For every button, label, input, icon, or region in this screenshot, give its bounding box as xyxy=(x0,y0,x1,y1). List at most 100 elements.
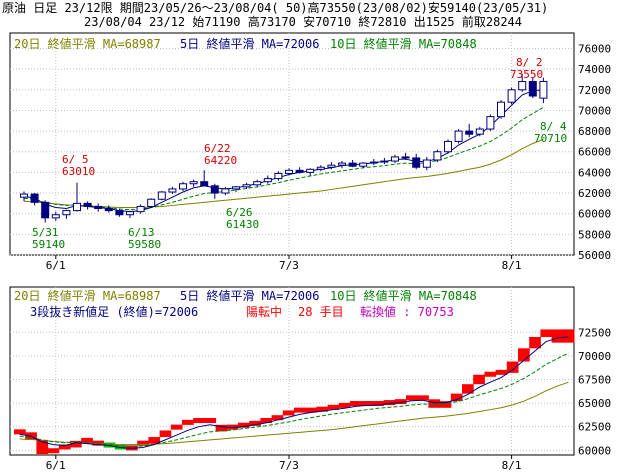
kagi-switch: 転換値 : 70753 xyxy=(360,304,454,319)
kagi-bar-up xyxy=(58,444,71,450)
candle-body xyxy=(295,169,304,173)
candle-body xyxy=(285,169,293,174)
kagi-bar-up xyxy=(36,439,49,455)
kagi-bar-up xyxy=(484,371,497,377)
candle-body xyxy=(306,168,315,173)
annotation-date: 6/22 xyxy=(204,142,231,155)
lower-ma-line xyxy=(19,381,569,446)
kagi-method: 3段抜き新値足 (終値)=72006 xyxy=(30,304,198,319)
candle-body xyxy=(242,184,251,188)
kagi-bar-up xyxy=(406,395,418,401)
kagi-bar-down xyxy=(114,444,127,450)
legend-ma20-lower: 20日 終値平滑 MA=68987 xyxy=(14,288,161,303)
kagi-bar-up xyxy=(361,401,373,407)
header-line-1: 原油 日足 23/12限 期間23/05/26～23/08/04( 50)高73… xyxy=(2,1,549,15)
kagi-bar-up xyxy=(394,399,407,405)
kagi-bar-up xyxy=(338,402,351,408)
kagi-bar-up xyxy=(249,420,261,426)
candle-body xyxy=(518,81,527,91)
upper-y-tick: 56000 xyxy=(578,249,611,262)
candle-body xyxy=(210,185,219,194)
candle-body xyxy=(115,210,124,216)
kagi-bar-up xyxy=(439,401,452,408)
kagi-bar-up xyxy=(428,399,441,408)
candle-body xyxy=(528,81,537,97)
kagi-bar-up xyxy=(137,440,149,446)
candle-body xyxy=(507,89,516,103)
kagi-bar-up xyxy=(81,437,93,443)
kagi-bar-up xyxy=(383,400,396,406)
candle-body xyxy=(30,193,39,203)
candle-body xyxy=(274,172,283,180)
upper-x-tick: 8/1 xyxy=(502,259,522,272)
candle-body xyxy=(232,186,240,190)
annotation-value: 73550 xyxy=(510,68,543,81)
candle-body xyxy=(41,201,50,219)
lower-y-tick: 62500 xyxy=(578,421,611,434)
candle-body xyxy=(51,214,60,219)
candle-body xyxy=(136,205,145,213)
candle-body xyxy=(179,183,187,190)
kagi-bar-up xyxy=(47,448,60,454)
candle-body xyxy=(401,156,410,159)
header-line-2: 23/08/04 23/12 始71190 高73170 安70710 終728… xyxy=(84,15,523,29)
upper-y-tick: 64000 xyxy=(578,166,611,179)
candlesticks xyxy=(20,73,548,223)
annotation-value: 70710 xyxy=(534,132,567,145)
upper-x-tick: 6/1 xyxy=(46,259,66,272)
upper-y-tick: 72000 xyxy=(578,84,611,97)
annotation-value: 63010 xyxy=(62,165,95,178)
candle-body xyxy=(338,162,346,166)
lower-y-tick: 65000 xyxy=(578,397,611,410)
candle-body xyxy=(316,166,325,170)
legend-ma5-lower: 5日 終値平滑 MA=72006 xyxy=(180,288,319,303)
candle-body xyxy=(465,130,474,135)
candle-body xyxy=(433,151,442,161)
candle-body xyxy=(200,181,209,187)
upper-y-tick: 62000 xyxy=(578,187,611,200)
kagi-bar-up xyxy=(14,429,26,435)
kagi-bar-up xyxy=(562,329,575,343)
lower-ma-lines xyxy=(19,336,569,449)
candle-body xyxy=(359,162,368,167)
candle-body xyxy=(369,161,378,164)
candle-body xyxy=(422,159,431,168)
kagi-bars xyxy=(14,329,575,455)
lower-x-tick: 8/1 xyxy=(502,459,522,472)
kagi-bar-up xyxy=(495,369,508,375)
annotation-value: 64220 xyxy=(204,154,237,167)
kagi-bar-up xyxy=(70,440,82,448)
upper-y-tick: 68000 xyxy=(578,125,611,138)
kagi-bar-up xyxy=(450,393,463,402)
kagi-bar-up xyxy=(282,410,295,416)
kagi-bar-up xyxy=(540,329,553,337)
upper-ma-line xyxy=(23,106,544,211)
candle-body xyxy=(168,188,177,193)
candle-body xyxy=(189,181,198,185)
candle-body xyxy=(348,162,357,167)
kagi-bar-up xyxy=(506,361,519,373)
candle-body xyxy=(412,157,421,168)
kagi-bar-up xyxy=(238,422,250,428)
kagi-bar-up xyxy=(350,401,362,407)
kagi-state: 陽転中 xyxy=(246,304,282,319)
kagi-bar-up xyxy=(260,418,273,424)
annotation-date: 6/ 5 xyxy=(62,153,89,166)
upper-ma-line xyxy=(23,138,544,209)
annotation-date: 6/26 xyxy=(226,206,253,219)
lower-ma-line xyxy=(19,352,569,448)
candle-body xyxy=(327,164,336,168)
candle-body xyxy=(221,188,230,194)
candle-body xyxy=(147,198,156,207)
candle-body xyxy=(73,202,81,212)
upper-y-tick: 76000 xyxy=(578,42,611,55)
candle-body xyxy=(253,181,262,186)
kagi-bar-up xyxy=(182,419,194,425)
upper-y-tick: 58000 xyxy=(578,228,611,241)
annotation-value: 59140 xyxy=(32,238,65,251)
kagi-bar-up xyxy=(92,440,105,446)
annotation-value: 59580 xyxy=(128,238,161,251)
upper-y-tick: 60000 xyxy=(578,208,611,221)
candle-body xyxy=(157,191,166,200)
